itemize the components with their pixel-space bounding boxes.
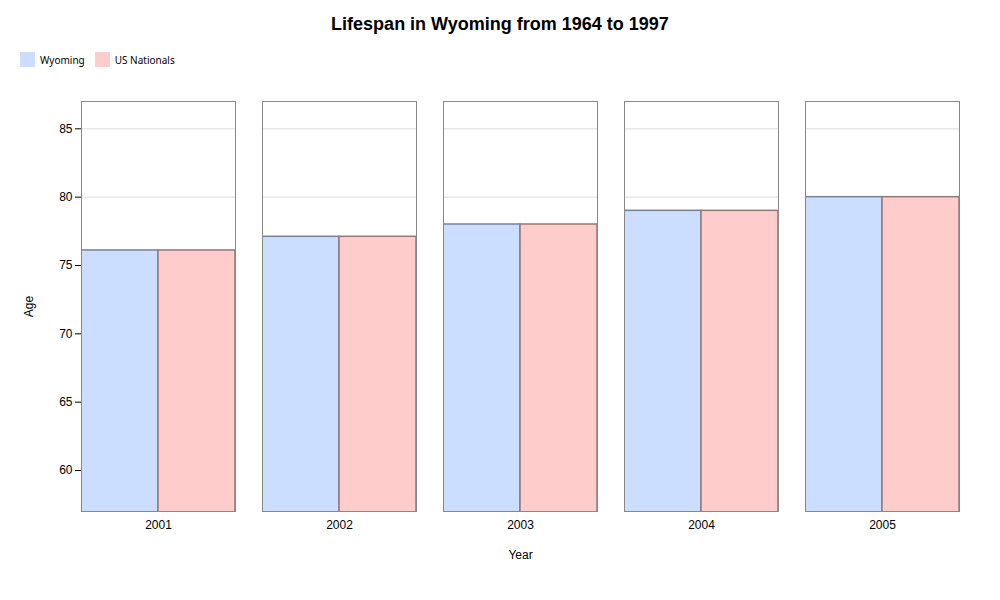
svg-text:65: 65 xyxy=(59,395,73,409)
svg-text:85: 85 xyxy=(59,122,73,136)
svg-text:2001: 2001 xyxy=(145,518,172,532)
svg-text:2002: 2002 xyxy=(326,518,353,532)
svg-text:Age: Age xyxy=(22,296,36,318)
svg-text:80: 80 xyxy=(59,190,73,204)
svg-text:70: 70 xyxy=(59,327,73,341)
html-text:Wyoming: Wyoming xyxy=(40,52,85,67)
svg-text:Year: Year xyxy=(508,548,532,562)
html-text:US Nationals: US Nationals xyxy=(114,52,175,67)
svg-text:2004: 2004 xyxy=(688,518,715,532)
svg-text:2003: 2003 xyxy=(507,518,534,532)
svg-text:2005: 2005 xyxy=(869,518,896,532)
svg-text:60: 60 xyxy=(59,463,73,477)
html-text:Lifespan in Wyoming from 1964: Lifespan in Wyoming from 1964 to 1997 xyxy=(331,14,669,34)
svg-text:75: 75 xyxy=(59,258,73,272)
